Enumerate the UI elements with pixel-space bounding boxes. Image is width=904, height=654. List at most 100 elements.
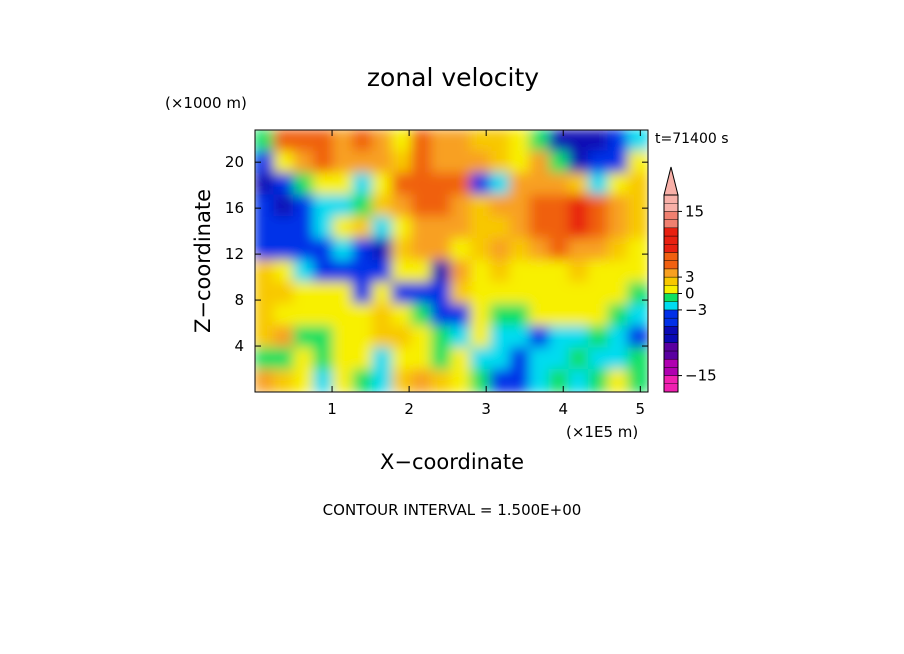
field-cell	[568, 347, 591, 372]
field-cell	[489, 216, 512, 241]
field-cell	[548, 150, 571, 175]
field-cell	[371, 303, 394, 328]
field-cell	[450, 369, 473, 392]
field-cell	[391, 150, 414, 175]
colorbar-label: 15	[685, 202, 704, 220]
field-cell	[312, 150, 335, 175]
field-cell	[411, 238, 433, 262]
field-cell	[293, 347, 315, 372]
field-cell	[529, 238, 551, 262]
field-cell	[273, 238, 296, 262]
field-cell	[588, 194, 610, 219]
field-cell	[450, 281, 473, 306]
field-cell	[450, 347, 473, 372]
field-cell	[588, 303, 610, 328]
field-cell	[411, 260, 433, 284]
field-cell	[450, 238, 473, 262]
field-cell	[588, 369, 610, 392]
field-cell	[548, 216, 571, 241]
field-cell	[352, 281, 374, 306]
field-cell	[470, 347, 492, 372]
field-cell	[411, 369, 433, 392]
field-cell	[255, 172, 276, 197]
field-cell	[273, 172, 296, 197]
plot-area	[254, 129, 649, 393]
colorbar-segment	[663, 252, 679, 261]
field-cell	[509, 194, 532, 219]
field-cell	[548, 260, 571, 284]
field-cell	[273, 281, 296, 306]
field-cell	[529, 347, 551, 372]
field-cell	[255, 303, 276, 328]
field-cell	[607, 303, 630, 328]
field-cell	[529, 130, 551, 153]
field-cell	[450, 303, 473, 328]
field-cell	[332, 325, 355, 350]
field-cell	[588, 150, 610, 175]
field-cell	[430, 325, 453, 350]
y-axis: 4 8 12 16 20	[225, 153, 648, 355]
field-cell	[411, 281, 433, 306]
field-cell	[352, 260, 374, 284]
field-cell	[509, 303, 532, 328]
field-cell	[293, 194, 315, 219]
field-cell	[332, 369, 355, 392]
field-cell	[607, 369, 630, 392]
colorbar-segment	[663, 334, 679, 343]
x-tick-label: 5	[636, 400, 646, 418]
colorbar-segment	[663, 203, 679, 212]
field-cell	[371, 150, 394, 175]
field-cell	[489, 130, 512, 153]
field-cell	[588, 347, 610, 372]
field-cell	[489, 369, 512, 392]
field-cell	[273, 216, 296, 241]
y-tick-label: 12	[225, 245, 244, 263]
field-cell	[332, 303, 355, 328]
colorbar-segment	[663, 367, 679, 376]
field-cell	[529, 194, 551, 219]
field-cell	[627, 130, 648, 153]
field-cell	[607, 130, 630, 153]
time-label: t=71400 s	[655, 131, 729, 147]
field-cell	[312, 216, 335, 241]
x-axis: 1 2 3 4 5	[327, 130, 645, 418]
field-cell	[371, 369, 394, 392]
colorbar-segment	[663, 350, 679, 360]
field-cell	[391, 194, 414, 219]
y-axis-label: Z−coordinate	[191, 189, 215, 333]
field-cell	[312, 238, 335, 262]
field-cell	[371, 325, 394, 350]
field-cell	[332, 172, 355, 197]
field-cell	[293, 172, 315, 197]
colorbar-segment	[663, 235, 679, 245]
colorbar-label: −3	[685, 301, 707, 319]
field-cell	[548, 194, 571, 219]
field-cell	[489, 172, 512, 197]
colorbar-segment	[663, 326, 679, 335]
field-cell	[255, 325, 276, 350]
field-cell	[430, 172, 453, 197]
field-cell	[627, 238, 648, 262]
field-cell	[352, 347, 374, 372]
field-cell	[430, 130, 453, 153]
field-cell	[352, 194, 374, 219]
field-cell	[607, 281, 630, 306]
colorbar-segment	[663, 211, 679, 220]
field-cell	[627, 369, 648, 392]
colorbar-segment	[663, 383, 679, 393]
field-cell	[411, 325, 433, 350]
field-cells	[255, 130, 648, 392]
colorbar-segment	[663, 276, 679, 286]
field-cell	[529, 260, 551, 284]
field-cell	[332, 347, 355, 372]
field-cell	[352, 325, 374, 350]
field-cell	[568, 216, 591, 241]
field-cell	[470, 238, 492, 262]
field-cell	[411, 172, 433, 197]
field-cell	[293, 303, 315, 328]
colorbar-segment	[663, 342, 679, 352]
field-cell	[391, 216, 414, 241]
field-cell	[588, 238, 610, 262]
field-cell	[273, 130, 296, 153]
